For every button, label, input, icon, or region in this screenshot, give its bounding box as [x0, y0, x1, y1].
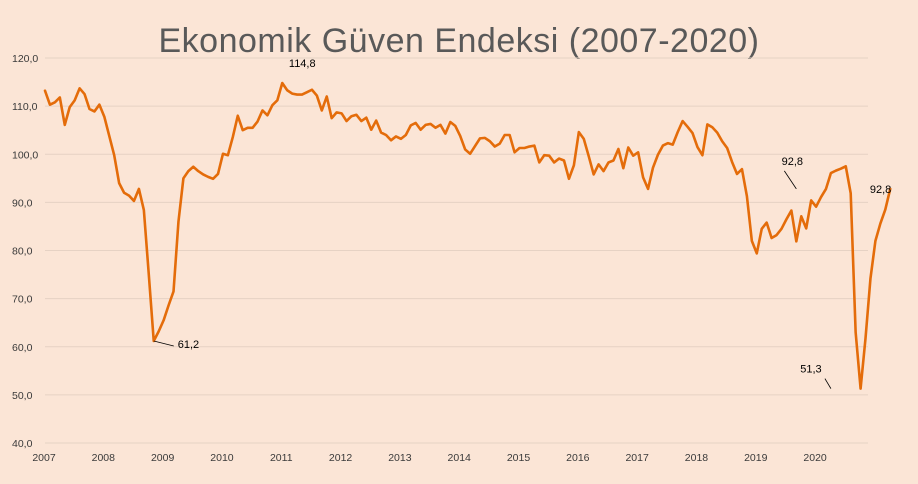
y-tick-label-100: 100,0: [12, 149, 38, 161]
y-tick-label-70: 70,0: [12, 294, 33, 306]
x-tick-label-2014: 2014: [448, 452, 472, 464]
y-tick-label-80: 80,0: [12, 246, 33, 258]
annotation-label-2: 92,8: [782, 156, 803, 168]
x-tick-label-2016: 2016: [566, 452, 590, 464]
x-tick-label-2009: 2009: [151, 452, 175, 464]
x-tick-label-2013: 2013: [388, 452, 412, 464]
annotation-label-1: 114,8: [289, 58, 316, 70]
annotation-label-3: 51,3: [800, 364, 821, 376]
y-tick-label-120: 120,0: [12, 53, 38, 65]
x-tick-label-2007: 2007: [32, 452, 56, 464]
y-tick-label-90: 90,0: [12, 197, 33, 209]
x-tick-label-2019: 2019: [744, 452, 768, 464]
x-tick-label-2012: 2012: [329, 452, 353, 464]
x-tick-label-2011: 2011: [270, 452, 293, 464]
x-tick-label-2010: 2010: [210, 452, 234, 464]
annotation-leader-0: [153, 340, 174, 347]
x-tick-label-2020: 2020: [803, 452, 827, 464]
x-tick-label-2017: 2017: [625, 452, 649, 464]
annotation-leader-3: [824, 378, 832, 389]
x-tick-label-2008: 2008: [92, 452, 116, 464]
chart-title: Ekonomik Güven Endeksi (2007-2020): [158, 22, 760, 60]
y-tick-label-50: 50,0: [12, 390, 33, 402]
annotation-leader-2: [783, 170, 797, 190]
annotation-label-0: 61,2: [178, 339, 199, 351]
y-tick-label-110: 110,0: [12, 101, 38, 113]
y-tick-label-40: 40,0: [12, 438, 33, 450]
annotation-label-4: 92,8: [870, 184, 891, 196]
x-tick-label-2015: 2015: [507, 452, 531, 464]
series-line-0: [43, 81, 892, 390]
y-tick-label-60: 60,0: [12, 342, 33, 354]
x-tick-label-2018: 2018: [685, 452, 709, 464]
